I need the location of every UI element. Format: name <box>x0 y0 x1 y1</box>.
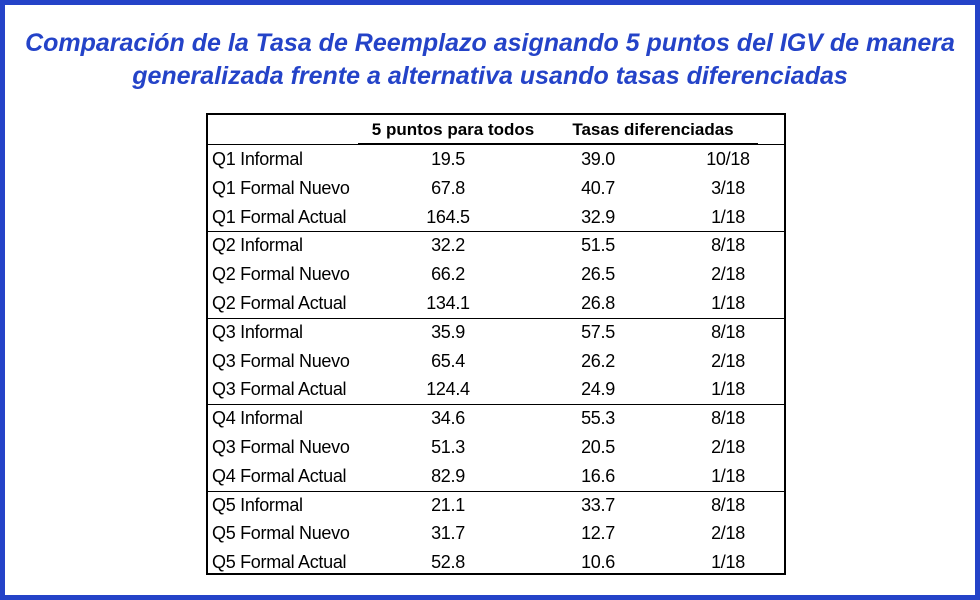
row-label: Q2 Formal Actual <box>212 293 347 313</box>
cell-tasas-diferenciadas: 20.5 <box>581 437 615 457</box>
cell-tasas-diferenciadas: 26.5 <box>581 264 615 285</box>
table-row: Q4 Informal 34.6 55.3 8/18 <box>208 404 784 433</box>
cell-fraccion: 1/18 <box>711 293 745 313</box>
slide-title: Comparación de la Tasa de Reemplazo asig… <box>25 29 955 90</box>
cell-5-puntos: 19.5 <box>431 149 465 169</box>
cell-fraccion: 8/18 <box>711 321 745 342</box>
cell-fraccion: 3/18 <box>711 177 745 198</box>
row-label: Q1 Formal Nuevo <box>212 177 350 198</box>
cell-5-puntos: 65.4 <box>431 350 465 371</box>
table-row: Q1 Informal 19.5 39.0 10/18 <box>208 145 784 174</box>
row-label: Q2 Formal Nuevo <box>212 264 350 285</box>
table-row: Q3 Formal Nuevo 51.3 20.5 2/18 <box>208 433 784 462</box>
data-table: 5 puntos para todos Tasas diferenciadas … <box>206 113 786 575</box>
column-header-5-puntos: 5 puntos para todos <box>358 115 548 144</box>
cell-5-puntos: 35.9 <box>431 321 465 342</box>
cell-tasas-diferenciadas: 12.7 <box>581 523 615 544</box>
header-rule <box>208 144 784 145</box>
cell-5-puntos: 67.8 <box>431 177 465 198</box>
cell-5-puntos: 164.5 <box>426 206 470 227</box>
cell-fraccion: 1/18 <box>711 465 745 486</box>
group-divider <box>208 231 784 233</box>
row-label: Q5 Formal Nuevo <box>212 523 350 544</box>
table-row: Q3 Informal 35.9 57.5 8/18 <box>208 318 784 347</box>
row-label: Q3 Informal <box>212 321 303 342</box>
cell-tasas-diferenciadas: 51.5 <box>581 235 615 256</box>
row-label: Q4 Informal <box>212 408 303 429</box>
table-row: Q5 Formal Nuevo 31.7 12.7 2/18 <box>208 519 784 548</box>
row-label: Q4 Formal Actual <box>212 465 347 486</box>
cell-5-puntos: 134.1 <box>426 293 470 313</box>
table-row: Q3 Formal Nuevo 65.4 26.2 2/18 <box>208 347 784 376</box>
cell-tasas-diferenciadas: 16.6 <box>581 465 615 486</box>
cell-5-puntos: 34.6 <box>431 408 465 429</box>
row-label: Q1 Formal Actual <box>212 206 347 227</box>
cell-fraccion: 2/18 <box>711 264 745 285</box>
cell-tasas-diferenciadas: 40.7 <box>581 177 615 198</box>
cell-tasas-diferenciadas: 26.2 <box>581 350 615 371</box>
table-row: Q5 Formal Actual 52.8 10.6 1/18 <box>208 548 784 577</box>
cell-5-puntos: 82.9 <box>431 465 465 486</box>
group-divider <box>208 404 784 406</box>
group-divider <box>208 317 784 319</box>
cell-fraccion: 2/18 <box>711 523 745 544</box>
row-label: Q5 Formal Actual <box>212 552 347 573</box>
cell-5-puntos: 31.7 <box>431 523 465 544</box>
cell-5-puntos: 32.2 <box>431 235 465 256</box>
group-divider <box>208 490 784 492</box>
cell-tasas-diferenciadas: 24.9 <box>581 379 615 400</box>
cell-fraccion: 2/18 <box>711 437 745 457</box>
cell-tasas-diferenciadas: 32.9 <box>581 206 615 227</box>
cell-fraccion: 8/18 <box>711 408 745 429</box>
cell-fraccion: 1/18 <box>711 379 745 400</box>
row-label: Q3 Formal Nuevo <box>212 350 350 371</box>
cell-fraccion: 1/18 <box>711 206 745 227</box>
row-label: Q5 Informal <box>212 494 303 515</box>
table-row: Q3 Formal Actual 124.4 24.9 1/18 <box>208 375 784 404</box>
cell-5-puntos: 21.1 <box>431 494 465 515</box>
cell-tasas-diferenciadas: 26.8 <box>581 293 615 313</box>
cell-fraccion: 2/18 <box>711 350 745 371</box>
cell-5-puntos: 52.8 <box>431 552 465 573</box>
table-row: Q4 Formal Actual 82.9 16.6 1/18 <box>208 462 784 491</box>
cell-fraccion: 8/18 <box>711 494 745 515</box>
row-label: Q2 Informal <box>212 235 303 256</box>
cell-tasas-diferenciadas: 10.6 <box>581 552 615 573</box>
table-row: Q1 Formal Actual 164.5 32.9 1/18 <box>208 203 784 232</box>
cell-fraccion: 10/18 <box>706 149 750 169</box>
cell-5-puntos: 51.3 <box>431 437 465 457</box>
row-label: Q3 Formal Actual <box>212 379 347 400</box>
table-row: Q2 Formal Actual 134.1 26.8 1/18 <box>208 289 784 318</box>
cell-tasas-diferenciadas: 39.0 <box>581 149 615 169</box>
cell-tasas-diferenciadas: 33.7 <box>581 494 615 515</box>
cell-tasas-diferenciadas: 55.3 <box>581 408 615 429</box>
cell-5-puntos: 124.4 <box>426 379 470 400</box>
table-row: Q1 Formal Nuevo 67.8 40.7 3/18 <box>208 174 784 203</box>
cell-tasas-diferenciadas: 57.5 <box>581 321 615 342</box>
row-label: Q3 Formal Nuevo <box>212 437 350 457</box>
column-header-tasas-diferenciadas: Tasas diferenciadas <box>548 115 758 144</box>
table-row: Q2 Informal 32.2 51.5 8/18 <box>208 231 784 260</box>
table-row: Q2 Formal Nuevo 66.2 26.5 2/18 <box>208 260 784 289</box>
cell-fraccion: 1/18 <box>711 552 745 573</box>
cell-5-puntos: 66.2 <box>431 264 465 285</box>
table-row: Q5 Informal 21.1 33.7 8/18 <box>208 491 784 520</box>
row-label: Q1 Informal <box>212 149 303 169</box>
cell-fraccion: 8/18 <box>711 235 745 256</box>
